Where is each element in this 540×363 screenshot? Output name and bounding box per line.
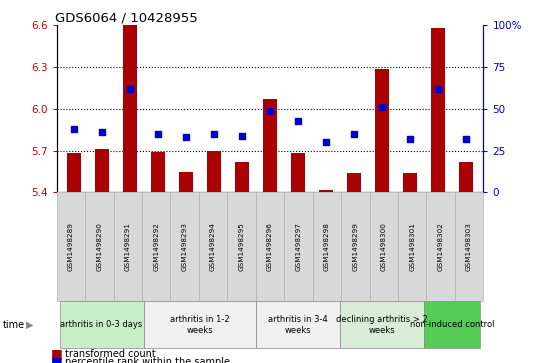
Text: arthritis in 3-4
weeks: arthritis in 3-4 weeks bbox=[268, 315, 328, 335]
Point bbox=[153, 131, 162, 137]
Point bbox=[238, 133, 246, 139]
Point bbox=[181, 134, 190, 140]
Point bbox=[210, 131, 218, 137]
Bar bbox=[94, 149, 109, 192]
Text: transformed count: transformed count bbox=[65, 349, 156, 359]
Point bbox=[97, 129, 106, 135]
Point bbox=[462, 136, 471, 142]
Point bbox=[434, 86, 443, 92]
Text: GSM1498301: GSM1498301 bbox=[409, 223, 415, 271]
Text: GSM1498292: GSM1498292 bbox=[153, 223, 159, 271]
Point bbox=[294, 118, 302, 123]
Text: non-induced control: non-induced control bbox=[410, 321, 495, 329]
Bar bbox=[291, 154, 305, 192]
Bar bbox=[235, 162, 249, 192]
Text: ■: ■ bbox=[51, 355, 63, 363]
Text: ■: ■ bbox=[51, 347, 63, 360]
Text: time: time bbox=[3, 320, 25, 330]
Point bbox=[266, 108, 274, 114]
Text: GSM1498298: GSM1498298 bbox=[324, 223, 330, 271]
Text: GSM1498300: GSM1498300 bbox=[381, 223, 387, 271]
Text: GSM1498290: GSM1498290 bbox=[96, 223, 103, 271]
Bar bbox=[66, 154, 80, 192]
Bar bbox=[263, 99, 277, 192]
Text: GSM1498302: GSM1498302 bbox=[437, 223, 444, 271]
Text: GSM1498294: GSM1498294 bbox=[210, 223, 216, 271]
Bar bbox=[123, 25, 137, 192]
Point bbox=[69, 126, 78, 132]
Text: arthritis in 0-3 days: arthritis in 0-3 days bbox=[60, 321, 143, 329]
Point bbox=[125, 86, 134, 92]
Text: GSM1498289: GSM1498289 bbox=[68, 223, 74, 271]
Text: GSM1498297: GSM1498297 bbox=[295, 223, 301, 271]
Text: GDS6064 / 10428955: GDS6064 / 10428955 bbox=[55, 11, 197, 24]
Text: arthritis in 1-2
weeks: arthritis in 1-2 weeks bbox=[170, 315, 230, 335]
Bar bbox=[347, 173, 361, 192]
Point bbox=[322, 139, 330, 145]
Bar bbox=[375, 69, 389, 192]
Bar bbox=[179, 172, 193, 192]
Point bbox=[406, 136, 415, 142]
Text: GSM1498303: GSM1498303 bbox=[466, 223, 472, 271]
Bar bbox=[151, 152, 165, 192]
Bar bbox=[207, 151, 221, 192]
Bar bbox=[431, 28, 446, 192]
Text: GSM1498295: GSM1498295 bbox=[239, 223, 245, 271]
Bar bbox=[319, 189, 333, 192]
Text: declining arthritis > 2
weeks: declining arthritis > 2 weeks bbox=[336, 315, 428, 335]
Point bbox=[378, 104, 387, 110]
Bar bbox=[460, 162, 474, 192]
Text: GSM1498299: GSM1498299 bbox=[352, 223, 359, 271]
Text: percentile rank within the sample: percentile rank within the sample bbox=[65, 356, 230, 363]
Bar bbox=[403, 173, 417, 192]
Text: ▶: ▶ bbox=[26, 320, 33, 330]
Point bbox=[350, 131, 359, 137]
Text: GSM1498293: GSM1498293 bbox=[181, 223, 188, 271]
Text: GSM1498296: GSM1498296 bbox=[267, 223, 273, 271]
Text: GSM1498291: GSM1498291 bbox=[125, 223, 131, 271]
